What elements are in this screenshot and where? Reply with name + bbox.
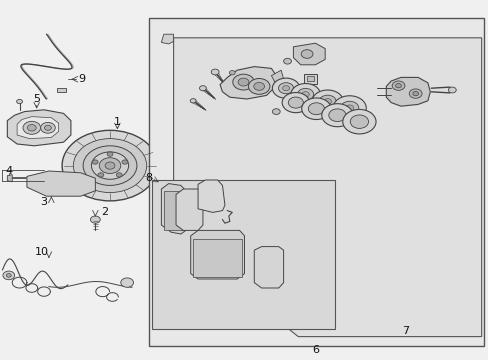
Polygon shape [151, 180, 334, 329]
Circle shape [91, 152, 128, 179]
Polygon shape [161, 184, 185, 234]
Circle shape [238, 78, 248, 86]
Bar [306, 76, 313, 81]
Circle shape [17, 99, 22, 104]
Circle shape [342, 109, 375, 134]
Circle shape [408, 89, 421, 98]
Circle shape [321, 104, 352, 127]
Text: 7: 7 [402, 326, 408, 336]
Text: 2: 2 [102, 207, 108, 217]
Polygon shape [173, 38, 481, 337]
Polygon shape [190, 230, 244, 279]
Circle shape [349, 115, 368, 129]
Polygon shape [271, 70, 283, 85]
Polygon shape [304, 74, 316, 84]
Circle shape [282, 86, 289, 91]
Circle shape [98, 173, 103, 177]
Polygon shape [293, 43, 325, 65]
Polygon shape [161, 34, 173, 44]
Circle shape [6, 274, 11, 277]
Polygon shape [17, 117, 59, 139]
Circle shape [297, 88, 313, 100]
Circle shape [301, 98, 330, 120]
Circle shape [272, 109, 280, 114]
Circle shape [116, 173, 122, 177]
Text: 5: 5 [33, 94, 40, 104]
Text: 4: 4 [5, 166, 12, 176]
Circle shape [248, 78, 269, 94]
Circle shape [83, 146, 137, 185]
Circle shape [105, 162, 115, 169]
Bar [163, 191, 183, 230]
Circle shape [229, 71, 235, 75]
Text: 1: 1 [114, 117, 121, 127]
Circle shape [301, 91, 308, 97]
Circle shape [323, 99, 331, 104]
Text: 6: 6 [311, 345, 318, 355]
Circle shape [288, 97, 303, 108]
Circle shape [332, 96, 366, 120]
Circle shape [283, 58, 291, 64]
Text: 9: 9 [79, 74, 85, 84]
Circle shape [395, 84, 401, 88]
Circle shape [232, 74, 254, 90]
Polygon shape [386, 77, 429, 106]
Polygon shape [198, 180, 224, 212]
Text: 10: 10 [35, 247, 48, 257]
Circle shape [3, 271, 15, 280]
Circle shape [190, 99, 196, 103]
Circle shape [282, 93, 309, 113]
Circle shape [23, 121, 41, 134]
Circle shape [345, 105, 353, 111]
Polygon shape [27, 171, 95, 196]
Circle shape [340, 101, 358, 115]
Bar [57, 88, 66, 92]
Polygon shape [254, 247, 283, 288]
Circle shape [447, 87, 455, 93]
Circle shape [92, 160, 98, 164]
Text: 3: 3 [41, 197, 47, 207]
Circle shape [328, 109, 346, 122]
Circle shape [121, 278, 133, 287]
Circle shape [41, 122, 55, 133]
Circle shape [301, 50, 312, 58]
Circle shape [391, 81, 404, 90]
Bar [193, 239, 242, 277]
Circle shape [307, 103, 324, 114]
Circle shape [107, 152, 113, 156]
Circle shape [253, 82, 264, 90]
Circle shape [290, 84, 320, 105]
Circle shape [278, 83, 293, 94]
Polygon shape [7, 175, 12, 182]
Circle shape [272, 78, 299, 98]
Circle shape [318, 95, 336, 108]
Circle shape [44, 125, 51, 130]
Text: 8: 8 [145, 173, 152, 183]
Circle shape [122, 160, 127, 164]
Circle shape [27, 125, 36, 131]
Circle shape [199, 86, 206, 91]
Circle shape [211, 69, 219, 75]
Circle shape [73, 139, 146, 193]
Polygon shape [176, 189, 203, 230]
Circle shape [412, 91, 418, 96]
Ellipse shape [214, 53, 221, 59]
Circle shape [311, 90, 343, 113]
Circle shape [90, 216, 100, 223]
Bar [149, 18, 483, 346]
Polygon shape [220, 67, 276, 99]
Polygon shape [7, 110, 71, 146]
Circle shape [62, 130, 158, 201]
Circle shape [99, 158, 121, 174]
